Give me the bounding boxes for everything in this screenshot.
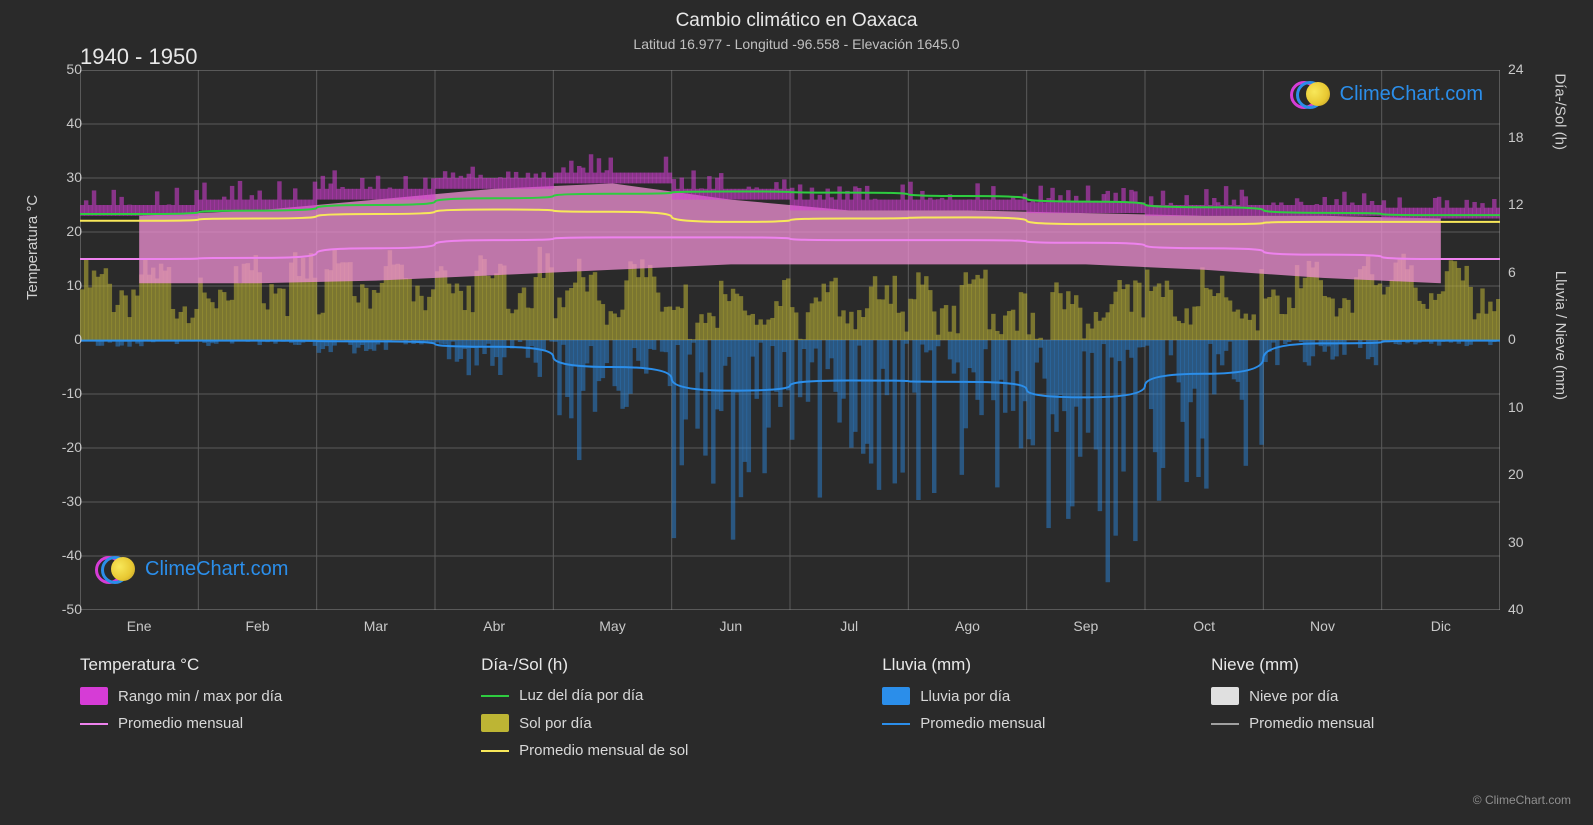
legend-daysun-col: Día-/Sol (h) Luz del día por día Sol por…	[481, 655, 842, 769]
period-label: 1940 - 1950	[80, 44, 197, 70]
axis-tick-label: 18	[1508, 129, 1524, 145]
snowmean-swatch-icon	[1211, 723, 1239, 725]
legend-temp-range: Rango min / max por día	[80, 687, 441, 705]
sun-swatch-icon	[481, 714, 509, 732]
legend-daysun-header: Día-/Sol (h)	[481, 655, 842, 675]
snow-swatch-icon	[1211, 687, 1239, 705]
axis-tick-label: 40	[42, 115, 82, 131]
month-label: Ago	[938, 618, 998, 634]
legend-snow-day: Nieve por día	[1211, 687, 1500, 705]
axis-tick-label: 6	[1508, 264, 1516, 280]
climechart-logo-icon	[95, 555, 139, 583]
axis-tick-label: 20	[1508, 466, 1524, 482]
legend-sunmean: Promedio mensual de sol	[481, 742, 842, 759]
axis-tick-label: 12	[1508, 196, 1524, 212]
month-label: Jun	[701, 618, 761, 634]
axis-tick-label: 30	[42, 169, 82, 185]
axis-tick-label: 50	[42, 61, 82, 77]
month-label: May	[583, 618, 643, 634]
sunmean-swatch-icon	[481, 750, 509, 752]
legend: Temperatura °C Rango min / max por día P…	[80, 655, 1500, 769]
y-right-bot-axis-label: Lluvia / Nieve (mm)	[1552, 271, 1569, 400]
chart-title: Cambio climático en Oaxaca	[0, 0, 1593, 32]
legend-rain-col: Lluvia (mm) Lluvia por día Promedio mens…	[882, 655, 1171, 769]
legend-snow-mean: Promedio mensual	[1211, 715, 1500, 732]
legend-snow-header: Nieve (mm)	[1211, 655, 1500, 675]
legend-temp-range-label: Rango min / max por día	[118, 688, 282, 705]
axis-tick-label: -50	[42, 601, 82, 617]
legend-daylight: Luz del día por día	[481, 687, 842, 704]
axis-tick-label: 10	[42, 277, 82, 293]
watermark-text: ClimeChart.com	[145, 558, 288, 581]
legend-rain-mean: Promedio mensual	[882, 715, 1171, 732]
legend-temp-mean: Promedio mensual	[80, 715, 441, 732]
plot-svg	[80, 70, 1500, 610]
month-label: Dic	[1411, 618, 1471, 634]
axis-tick-label: -30	[42, 493, 82, 509]
legend-sunperday-label: Sol por día	[519, 715, 592, 732]
chart-container: Cambio climático en Oaxaca Latitud 16.97…	[0, 0, 1593, 825]
legend-snow-day-label: Nieve por día	[1249, 688, 1338, 705]
legend-sunmean-label: Promedio mensual de sol	[519, 742, 688, 759]
legend-rain-header: Lluvia (mm)	[882, 655, 1171, 675]
axis-tick-label: 40	[1508, 601, 1524, 617]
axis-tick-label: -10	[42, 385, 82, 401]
watermark-top-right: ClimeChart.com	[1290, 80, 1483, 108]
month-label: Feb	[228, 618, 288, 634]
y-left-axis-label: Temperatura °C	[24, 195, 41, 300]
axis-tick-label: -20	[42, 439, 82, 455]
y-right-top-axis-label: Día-/Sol (h)	[1552, 73, 1569, 150]
legend-daylight-label: Luz del día por día	[519, 687, 643, 704]
watermark-bottom-left: ClimeChart.com	[95, 555, 288, 583]
daylight-swatch-icon	[481, 695, 509, 697]
legend-snow-mean-label: Promedio mensual	[1249, 715, 1374, 732]
plot-area	[80, 70, 1500, 610]
legend-sunperday: Sol por día	[481, 714, 842, 732]
legend-rain-day-label: Lluvia por día	[920, 688, 1010, 705]
climechart-logo-icon	[1290, 80, 1334, 108]
axis-tick-label: 20	[42, 223, 82, 239]
month-label: Oct	[1174, 618, 1234, 634]
axis-tick-label: 10	[1508, 399, 1524, 415]
legend-temp-header: Temperatura °C	[80, 655, 441, 675]
axis-tick-label: 30	[1508, 534, 1524, 550]
legend-rain-day: Lluvia por día	[882, 687, 1171, 705]
rain-swatch-icon	[882, 687, 910, 705]
month-label: Sep	[1056, 618, 1116, 634]
axis-tick-label: 0	[42, 331, 82, 347]
month-label: Mar	[346, 618, 406, 634]
temp-mean-swatch-icon	[80, 723, 108, 725]
month-label: Jul	[819, 618, 879, 634]
month-label: Ene	[109, 618, 169, 634]
temp-range-swatch-icon	[80, 687, 108, 705]
axis-tick-label: 24	[1508, 61, 1524, 77]
legend-temp-col: Temperatura °C Rango min / max por día P…	[80, 655, 441, 769]
chart-subtitle: Latitud 16.977 - Longitud -96.558 - Elev…	[0, 32, 1593, 52]
legend-rain-mean-label: Promedio mensual	[920, 715, 1045, 732]
axis-tick-label: 0	[1508, 331, 1516, 347]
copyright-text: © ClimeChart.com	[1473, 793, 1571, 807]
legend-snow-col: Nieve (mm) Nieve por día Promedio mensua…	[1211, 655, 1500, 769]
axis-tick-label: -40	[42, 547, 82, 563]
month-label: Nov	[1293, 618, 1353, 634]
rainmean-swatch-icon	[882, 723, 910, 725]
month-label: Abr	[464, 618, 524, 634]
watermark-text: ClimeChart.com	[1340, 83, 1483, 106]
legend-temp-mean-label: Promedio mensual	[118, 715, 243, 732]
